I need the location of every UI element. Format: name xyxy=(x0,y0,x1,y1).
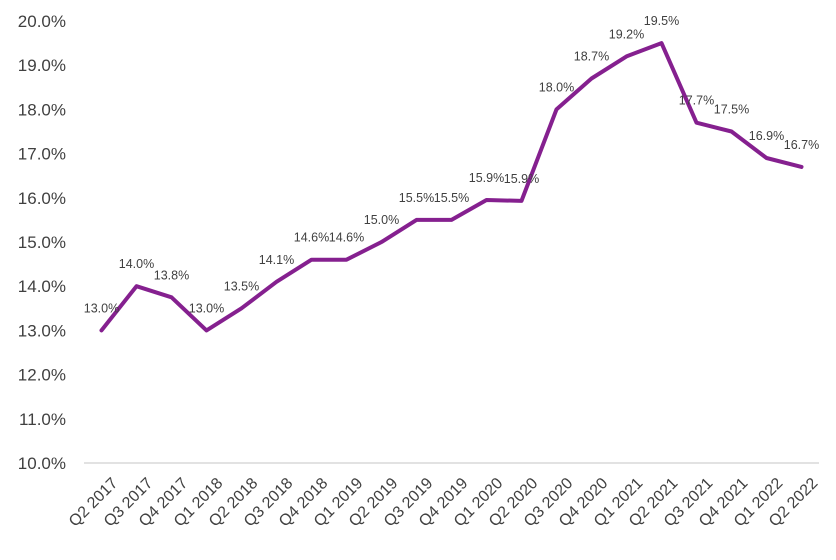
data-label: 15.5% xyxy=(434,191,469,205)
data-label: 19.2% xyxy=(609,27,644,41)
y-axis: 10.0% 11.0% 12.0% 13.0% 14.0% 15.0% 16.0% 17.0%… xyxy=(18,12,66,473)
data-label: 14.6% xyxy=(294,231,329,245)
data-label: 17.5% xyxy=(714,103,749,117)
data-label: 18.0% xyxy=(539,80,574,94)
y-tick-label: 15.0% xyxy=(18,233,66,252)
data-label: 15.9% xyxy=(469,171,504,185)
y-tick-label: 20.0% xyxy=(18,12,66,31)
data-label: 13.8% xyxy=(154,268,189,282)
data-label: 14.1% xyxy=(259,253,294,267)
y-tick-label: 16.0% xyxy=(18,189,66,208)
data-label: 17.7% xyxy=(679,94,714,108)
data-label: 14.6% xyxy=(329,231,364,245)
data-label: 16.9% xyxy=(749,129,784,143)
data-label: 19.5% xyxy=(644,14,679,28)
data-label: 13.5% xyxy=(224,279,259,293)
data-label: 13.0% xyxy=(189,301,224,315)
data-label: 15.9% xyxy=(504,172,539,186)
y-tick-label: 10.0% xyxy=(18,454,66,473)
data-label: 14.0% xyxy=(119,257,154,271)
y-tick-label: 18.0% xyxy=(18,100,66,119)
y-tick-label: 14.0% xyxy=(18,277,66,296)
data-label: 15.0% xyxy=(364,213,399,227)
y-tick-label: 13.0% xyxy=(18,321,66,340)
y-tick-label: 19.0% xyxy=(18,56,66,75)
data-label: 15.5% xyxy=(399,191,434,205)
y-tick-label: 17.0% xyxy=(18,145,66,164)
data-label: 13.0% xyxy=(84,301,119,315)
y-tick-label: 12.0% xyxy=(18,366,66,385)
data-label: 16.7% xyxy=(784,138,819,152)
series-line xyxy=(99,41,804,333)
data-labels: 13.0%14.0%13.8%13.0%13.5%14.1%14.6% 14.6%… xyxy=(84,14,819,315)
y-tick-label: 11.0% xyxy=(19,410,66,429)
data-label: 18.7% xyxy=(574,49,609,63)
